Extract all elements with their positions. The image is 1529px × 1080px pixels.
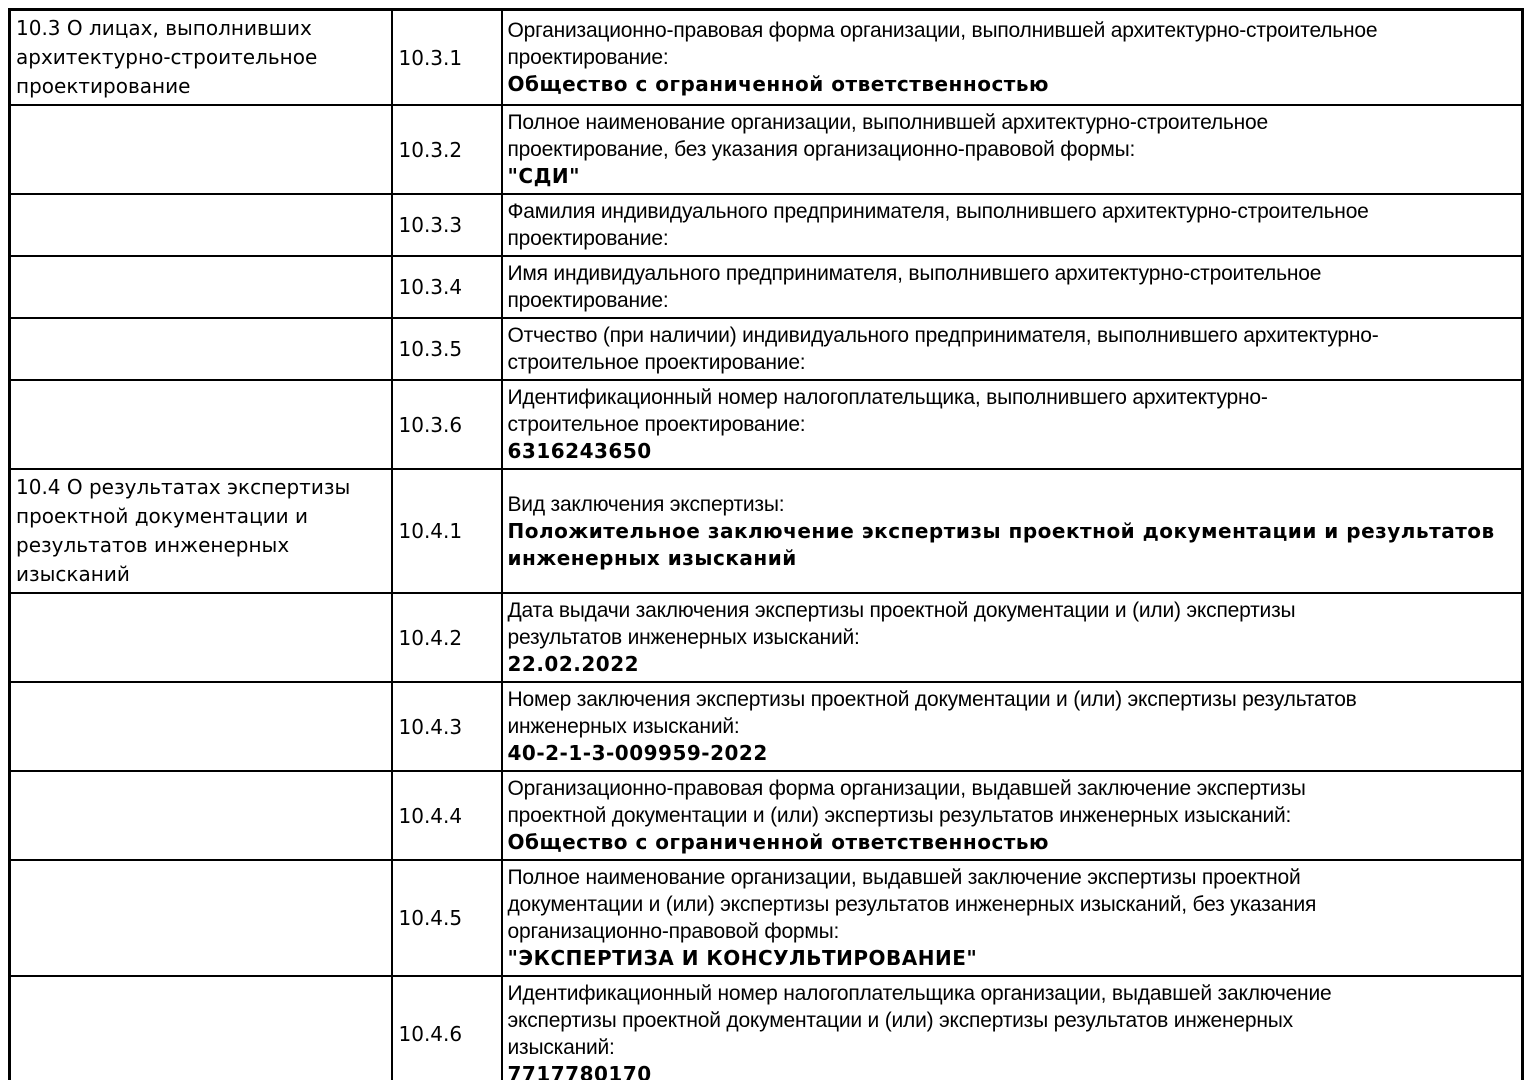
content-cell: Идентификационный номер налогоплательщик…: [500, 379, 1524, 470]
field-value: 7717780170: [507, 1062, 652, 1080]
field-value: 40-2-1-3-009959-2022: [507, 741, 768, 765]
field-label: Полное наименование организации, выполни…: [507, 111, 1269, 161]
item-number-cell: 10.4.3: [390, 681, 503, 772]
field-label: Имя индивидуального предпринимателя, вып…: [507, 262, 1322, 312]
field-label: Полное наименование организации, выдавше…: [507, 866, 1317, 943]
section-cell: [8, 681, 393, 772]
item-number: 10.3.6: [398, 412, 463, 437]
item-number: 10.3.3: [398, 213, 463, 237]
content-cell: Организационно-правовая форма организаци…: [500, 770, 1524, 861]
item-number-cell: 10.4.4: [390, 770, 503, 861]
content-cell: Организационно-правовая форма организаци…: [500, 8, 1524, 106]
item-number-cell: 10.4.5: [390, 859, 503, 977]
field-value: "СДИ": [507, 164, 581, 188]
item-number-cell: 10.4.1: [390, 468, 503, 594]
field-label: Дата выдачи заключения экспертизы проект…: [507, 599, 1296, 649]
table-row: 10.4.3 Номер заключения экспертизы проек…: [8, 681, 1524, 772]
item-number-cell: 10.3.3: [390, 193, 503, 257]
field-value: 6316243650: [507, 439, 652, 463]
table-row: 10.4.6 Идентификационный номер налогопла…: [8, 975, 1524, 1080]
field-label: Организационно-правовая форма организаци…: [507, 777, 1306, 827]
section-cell: [8, 379, 393, 470]
section-cell: 10.3 О лицах, выполнивших архитектурно-с…: [8, 8, 393, 106]
section-cell: [8, 104, 393, 195]
item-number: 10.4.6: [398, 1022, 463, 1046]
item-number: 10.4.1: [398, 519, 463, 543]
section-label: 10.3 О лицах, выполнивших архитектурно-с…: [16, 16, 318, 98]
table-row: 10.4.5 Полное наименование организации, …: [8, 859, 1524, 977]
table-row: 10.3 О лицах, выполнивших архитектурно-с…: [8, 8, 1524, 106]
section-label: 10.4 О результатах экспертизы проектной …: [16, 475, 351, 586]
table-row: 10.4.4 Организационно-правовая форма орг…: [8, 770, 1524, 861]
section-cell: [8, 255, 393, 319]
content-cell: Идентификационный номер налогоплательщик…: [500, 975, 1524, 1080]
item-number: 10.3.5: [398, 337, 463, 361]
section-cell: [8, 859, 393, 977]
table-row: 10.3.6 Идентификационный номер налогопла…: [8, 379, 1524, 470]
field-value: Положительное заключение экспертизы прое…: [507, 518, 1495, 570]
item-number: 10.3.4: [398, 275, 463, 299]
field-label: Вид заключения экспертизы:: [507, 492, 785, 516]
item-number-cell: 10.3.4: [390, 255, 503, 319]
section-cell: [8, 592, 393, 683]
item-number-cell: 10.3.6: [390, 379, 503, 470]
content-cell: Вид заключения экспертизы: Положительное…: [500, 468, 1524, 594]
field-label: Фамилия индивидуального предпринимателя,…: [507, 200, 1369, 250]
item-number: 10.4.3: [398, 714, 463, 739]
content-cell: Фамилия индивидуального предпринимателя,…: [500, 193, 1524, 257]
item-number: 10.4.2: [398, 625, 463, 650]
content-cell: Отчество (при наличии) индивидуального п…: [500, 317, 1524, 381]
field-value: Общество с ограниченной ответственностью: [507, 830, 1049, 854]
table-row: 10.3.3 Фамилия индивидуального предприни…: [8, 193, 1524, 257]
item-number: 10.3.2: [398, 137, 463, 162]
item-number: 10.4.4: [398, 803, 463, 828]
field-label: Номер заключения экспертизы проектной до…: [507, 688, 1357, 738]
content-cell: Номер заключения экспертизы проектной до…: [500, 681, 1524, 772]
item-number: 10.3.1: [398, 45, 463, 70]
content-cell: Дата выдачи заключения экспертизы проект…: [500, 592, 1524, 683]
field-label: Организационно-правовая форма организаци…: [507, 19, 1378, 69]
content-cell: Полное наименование организации, выдавше…: [500, 859, 1524, 977]
item-number-cell: 10.3.5: [390, 317, 503, 381]
content-cell: Имя индивидуального предпринимателя, вып…: [500, 255, 1524, 319]
field-label: Отчество (при наличии) индивидуального п…: [507, 324, 1379, 374]
section-cell: [8, 975, 393, 1080]
item-number-cell: 10.4.2: [390, 592, 503, 683]
section-cell: 10.4 О результатах экспертизы проектной …: [8, 468, 393, 594]
table-row: 10.4.2 Дата выдачи заключения экспертизы…: [8, 592, 1524, 683]
table-row: 10.3.4 Имя индивидуального предпринимате…: [8, 255, 1524, 319]
field-value: Общество с ограниченной ответственностью: [507, 72, 1049, 96]
table-row: 10.3.5 Отчество (при наличии) индивидуал…: [8, 317, 1524, 381]
content-cell: Полное наименование организации, выполни…: [500, 104, 1524, 195]
item-number: 10.4.5: [398, 906, 463, 930]
field-label: Идентификационный номер налогоплательщик…: [507, 982, 1332, 1059]
item-number-cell: 10.3.1: [390, 8, 503, 106]
field-value: 22.02.2022: [507, 652, 640, 676]
section-cell: [8, 770, 393, 861]
section-cell: [8, 317, 393, 381]
item-number-cell: 10.4.6: [390, 975, 503, 1080]
field-label: Идентификационный номер налогоплательщик…: [507, 386, 1268, 436]
table-row: 10.4 О результатах экспертизы проектной …: [8, 468, 1524, 594]
field-value: "ЭКСПЕРТИЗА И КОНСУЛЬТИРОВАНИЕ": [507, 946, 978, 970]
item-number-cell: 10.3.2: [390, 104, 503, 195]
declaration-table: 10.3 О лицах, выполнивших архитектурно-с…: [8, 8, 1524, 1080]
table-row: 10.3.2 Полное наименование организации, …: [8, 104, 1524, 195]
section-cell: [8, 193, 393, 257]
